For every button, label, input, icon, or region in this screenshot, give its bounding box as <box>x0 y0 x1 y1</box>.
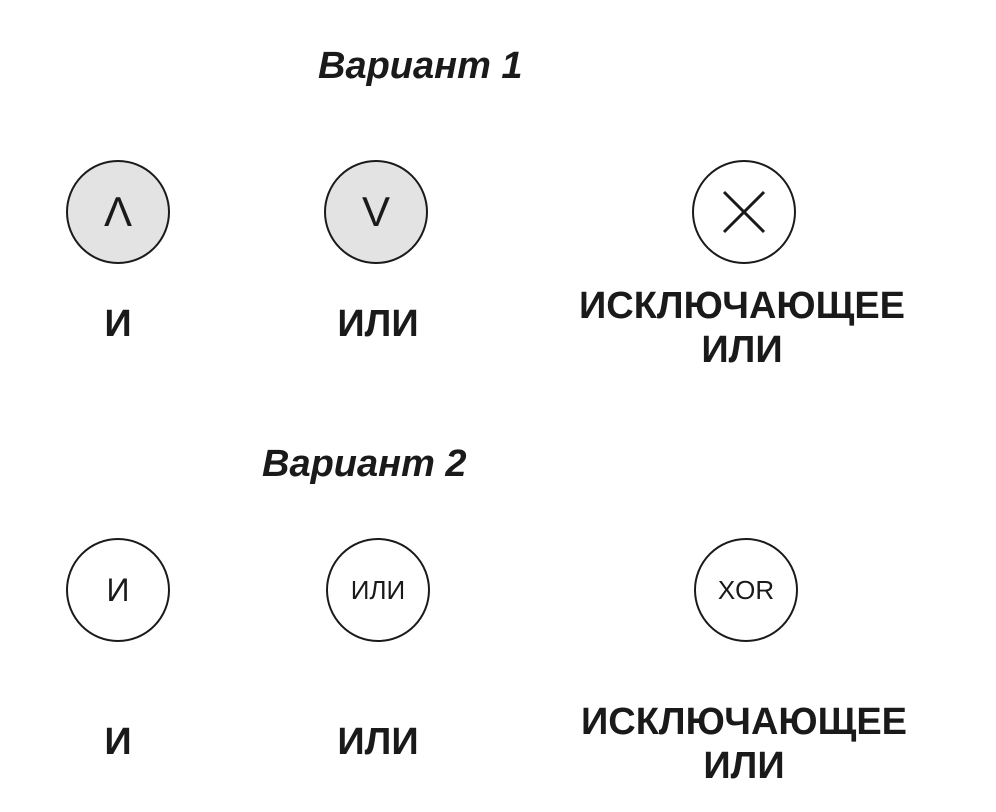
and-gate-symbol-v1: Λ <box>66 160 170 264</box>
and-gate-symbol-v2: И <box>66 538 170 642</box>
or-symbol: V <box>361 188 390 235</box>
xor-gate-label-v1: ИСКЛЮЧАЮЩЕЕ ИЛИ <box>579 284 905 372</box>
or-gate-label-v1: ИЛИ <box>337 302 418 346</box>
and-label: И <box>104 721 132 763</box>
xor-gate-label-v2: ИСКЛЮЧАЮЩЕЕ ИЛИ <box>581 700 907 788</box>
xor-gate-symbol-v1 <box>692 160 796 264</box>
xor-gate-symbol-v2: XOR <box>694 538 798 642</box>
or-gate-label-v2: ИЛИ <box>337 720 418 764</box>
xor-label-line1: ИСКЛЮЧАЮЩЕЕ <box>578 285 906 327</box>
or-text-symbol: ИЛИ <box>350 575 406 605</box>
variant-1-title: Вариант 1 <box>318 45 523 87</box>
xor-text-symbol: XOR <box>717 575 775 605</box>
and-gate-label-v2: И <box>104 720 131 764</box>
cross-icon <box>722 190 766 234</box>
and-label: И <box>104 303 132 345</box>
and-symbol: Λ <box>103 188 133 235</box>
or-gate-symbol-v2: ИЛИ <box>326 538 430 642</box>
variant-2-title: Вариант 2 <box>262 443 467 485</box>
or-gate-symbol-v1: V <box>324 160 428 264</box>
or-label: ИЛИ <box>337 303 419 345</box>
xor-label-line2: ИЛИ <box>701 329 783 371</box>
and-gate-label-v1: И <box>104 302 131 346</box>
xor-label-line2: ИЛИ <box>703 745 785 787</box>
or-label: ИЛИ <box>337 721 419 763</box>
xor-label-line1: ИСКЛЮЧАЮЩЕЕ <box>580 701 908 743</box>
and-text-symbol: И <box>106 572 130 608</box>
